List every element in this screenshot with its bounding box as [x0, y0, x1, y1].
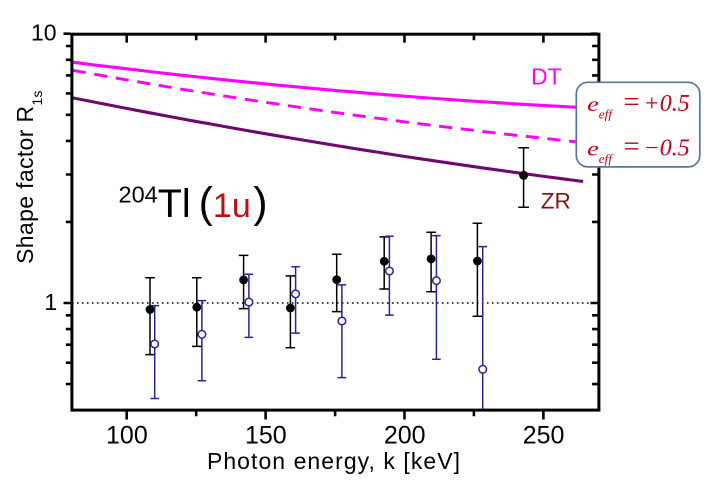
svg-text:1: 1	[44, 289, 57, 315]
svg-text:Photon energy, k [keV]: Photon energy, k [keV]	[207, 448, 461, 474]
svg-text:204Tl (1u): 204Tl (1u)	[119, 179, 268, 227]
svg-text:100: 100	[106, 421, 148, 449]
svg-text:eeff=+0.5: eeff = +0.5	[587, 86, 690, 122]
svg-text:200: 200	[384, 421, 426, 449]
svg-text:250: 250	[523, 421, 565, 449]
svg-text:150: 150	[245, 421, 287, 449]
svg-text:10: 10	[31, 20, 57, 46]
svg-text:ZR: ZR	[541, 189, 571, 214]
svg-text:eeff=−0.5: eeff = −0.5	[587, 130, 690, 166]
svg-text:DT: DT	[531, 63, 562, 89]
svg-text:Shape factor R1s: Shape factor R1s	[12, 90, 45, 264]
